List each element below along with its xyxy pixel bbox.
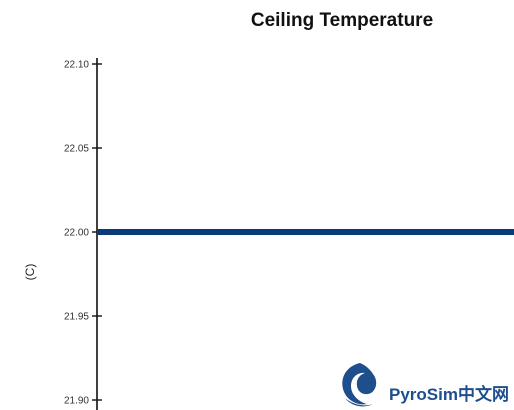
y-axis-label: (C) [23,264,37,281]
y-axis-group: 22.10 22.05 22.00 21.95 21.90 [64,58,102,410]
y-tick-label: 21.90 [64,396,89,407]
flame-swirl-logo-icon [342,363,377,407]
pyrosim-watermark: PyroSim中文网 [337,360,514,410]
chart-title: Ceiling Temperature [250,10,434,31]
y-tick-label: 22.05 [64,144,89,155]
y-tick-label: 21.95 [64,312,89,323]
y-tick-label: 22.10 [64,60,89,71]
watermark-text: PyroSim中文网 [389,385,509,404]
y-tick-label: 22.00 [64,228,89,239]
